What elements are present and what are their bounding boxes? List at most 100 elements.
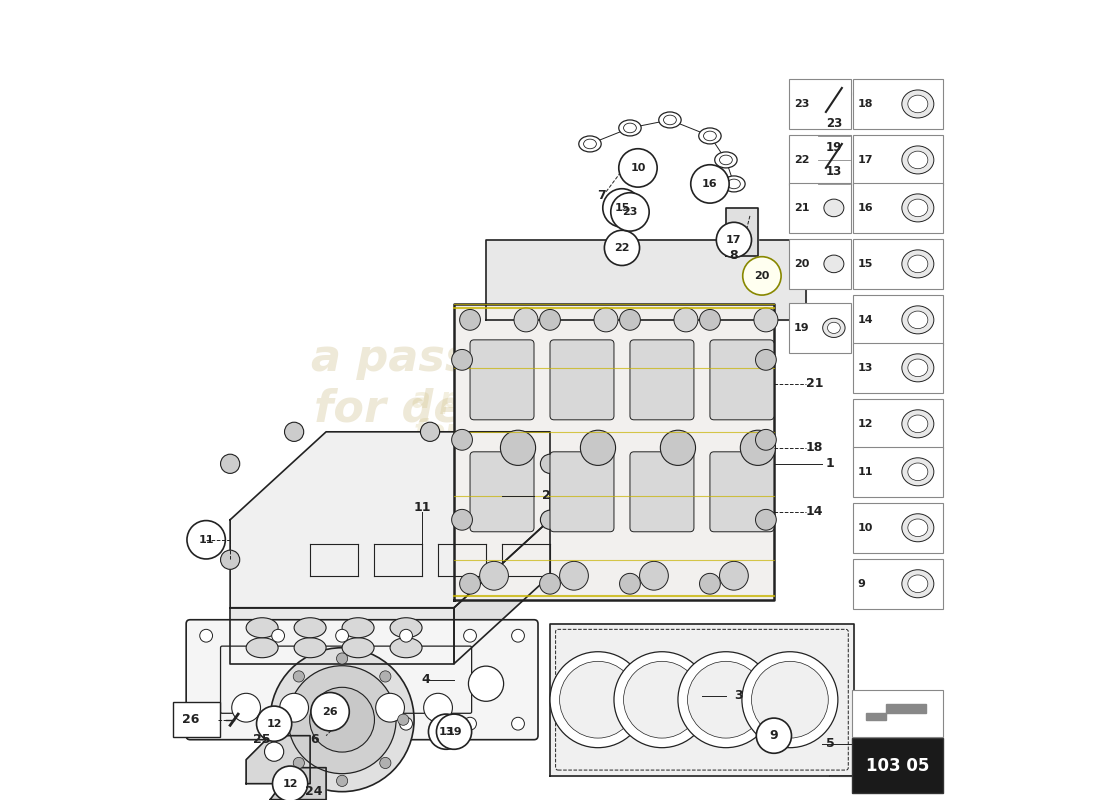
Text: 20: 20 xyxy=(755,271,770,281)
FancyBboxPatch shape xyxy=(854,399,943,449)
Circle shape xyxy=(469,666,504,702)
Text: 11: 11 xyxy=(858,466,873,477)
Text: 22: 22 xyxy=(614,243,629,253)
Text: 9: 9 xyxy=(770,729,778,742)
FancyBboxPatch shape xyxy=(852,690,944,738)
Circle shape xyxy=(200,718,212,730)
Circle shape xyxy=(272,630,285,642)
FancyBboxPatch shape xyxy=(854,343,943,393)
Circle shape xyxy=(379,758,390,769)
Circle shape xyxy=(619,574,640,594)
Text: 19: 19 xyxy=(447,726,462,737)
FancyBboxPatch shape xyxy=(854,295,943,345)
FancyBboxPatch shape xyxy=(789,239,850,289)
Ellipse shape xyxy=(390,638,422,658)
FancyBboxPatch shape xyxy=(470,452,534,532)
Text: 17: 17 xyxy=(726,235,741,245)
Circle shape xyxy=(424,694,452,722)
Circle shape xyxy=(220,550,240,570)
Circle shape xyxy=(639,562,669,590)
Circle shape xyxy=(581,430,616,466)
FancyBboxPatch shape xyxy=(852,738,944,794)
Ellipse shape xyxy=(902,458,934,486)
Ellipse shape xyxy=(824,255,844,273)
Text: 2: 2 xyxy=(542,490,551,502)
Polygon shape xyxy=(230,432,550,608)
Text: 23: 23 xyxy=(623,207,638,217)
Ellipse shape xyxy=(827,322,840,334)
Circle shape xyxy=(619,310,640,330)
Text: 13: 13 xyxy=(439,726,453,737)
Ellipse shape xyxy=(902,410,934,438)
FancyBboxPatch shape xyxy=(854,183,943,233)
Circle shape xyxy=(700,574,720,594)
Ellipse shape xyxy=(715,152,737,168)
Circle shape xyxy=(280,774,299,794)
Ellipse shape xyxy=(908,95,927,113)
Circle shape xyxy=(452,510,472,530)
Polygon shape xyxy=(271,768,326,800)
Circle shape xyxy=(399,718,412,730)
Circle shape xyxy=(756,430,777,450)
Circle shape xyxy=(678,652,774,748)
Circle shape xyxy=(272,718,285,730)
FancyBboxPatch shape xyxy=(630,340,694,420)
Circle shape xyxy=(500,430,536,466)
FancyBboxPatch shape xyxy=(854,79,943,129)
Polygon shape xyxy=(486,240,806,320)
Ellipse shape xyxy=(908,359,927,377)
Text: 17: 17 xyxy=(858,155,873,165)
Circle shape xyxy=(512,630,525,642)
Text: 20: 20 xyxy=(794,259,810,269)
Polygon shape xyxy=(550,624,854,776)
FancyBboxPatch shape xyxy=(470,340,534,420)
Circle shape xyxy=(688,662,764,738)
Text: 11: 11 xyxy=(198,534,213,545)
Circle shape xyxy=(514,308,538,332)
FancyBboxPatch shape xyxy=(550,340,614,420)
Text: a passion
for detail: a passion for detail xyxy=(411,386,560,446)
Ellipse shape xyxy=(908,415,927,433)
Text: 21: 21 xyxy=(794,203,810,213)
Text: 14: 14 xyxy=(858,315,873,325)
Text: a passion
for detail: a passion for detail xyxy=(311,338,549,430)
Circle shape xyxy=(691,165,729,203)
Circle shape xyxy=(624,662,701,738)
Text: 6: 6 xyxy=(310,733,318,746)
Text: 4: 4 xyxy=(421,674,430,686)
FancyBboxPatch shape xyxy=(550,452,614,532)
Circle shape xyxy=(420,422,440,442)
Circle shape xyxy=(275,714,286,726)
Circle shape xyxy=(480,562,508,590)
Text: 9: 9 xyxy=(858,578,866,589)
Polygon shape xyxy=(454,304,774,600)
Ellipse shape xyxy=(342,638,374,658)
Circle shape xyxy=(311,693,350,731)
Text: 5: 5 xyxy=(826,737,835,750)
FancyBboxPatch shape xyxy=(854,503,943,553)
Circle shape xyxy=(619,149,657,187)
Circle shape xyxy=(337,653,348,664)
FancyBboxPatch shape xyxy=(789,135,850,185)
Circle shape xyxy=(328,694,356,722)
Circle shape xyxy=(741,652,838,748)
FancyBboxPatch shape xyxy=(710,340,774,420)
Circle shape xyxy=(463,630,476,642)
Ellipse shape xyxy=(902,90,934,118)
Circle shape xyxy=(379,671,390,682)
Ellipse shape xyxy=(908,519,927,537)
FancyBboxPatch shape xyxy=(186,620,538,740)
Ellipse shape xyxy=(902,146,934,174)
Ellipse shape xyxy=(294,638,326,658)
FancyBboxPatch shape xyxy=(630,452,694,532)
Ellipse shape xyxy=(902,306,934,334)
Text: 13: 13 xyxy=(858,363,873,373)
Text: 10: 10 xyxy=(858,522,873,533)
Circle shape xyxy=(294,671,305,682)
Circle shape xyxy=(540,454,560,474)
Circle shape xyxy=(594,308,618,332)
Text: 21: 21 xyxy=(806,378,824,390)
Ellipse shape xyxy=(698,128,722,144)
Polygon shape xyxy=(866,704,926,720)
Text: 23: 23 xyxy=(794,99,810,109)
